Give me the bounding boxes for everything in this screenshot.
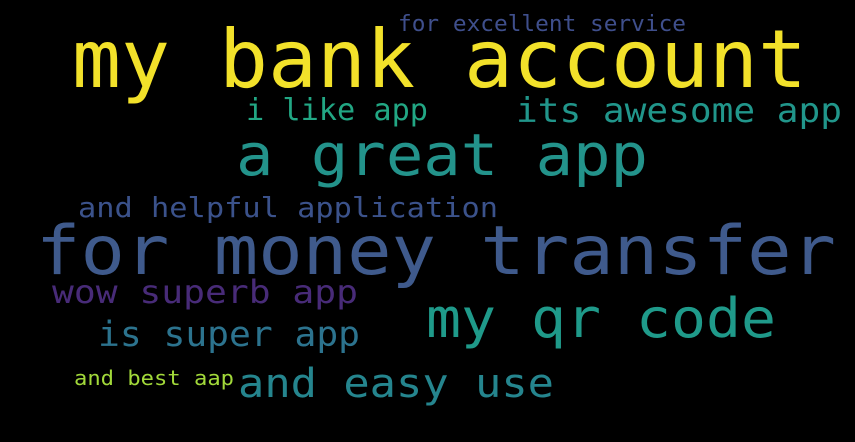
word-for-money-transfer: for money transfer [36, 212, 836, 291]
word-is-super-app: is super app [98, 315, 360, 355]
word-my-qr-code: my qr code [426, 287, 776, 350]
word-and-best-aap: and best aap [74, 366, 234, 390]
word-i-like-app: i like app [246, 93, 428, 128]
word-and-helpful-application: and helpful application [78, 191, 498, 224]
word-my-bank-account: my bank account [72, 13, 807, 106]
word-its-awesome-app: its awesome app [516, 91, 842, 131]
word-a-great-app: a great app [236, 121, 648, 189]
word-for-excellent-service: for excellent service [398, 12, 686, 37]
word-wow-superb-app: wow superb app [52, 273, 358, 311]
word-and-easy-use: and easy use [238, 361, 554, 407]
